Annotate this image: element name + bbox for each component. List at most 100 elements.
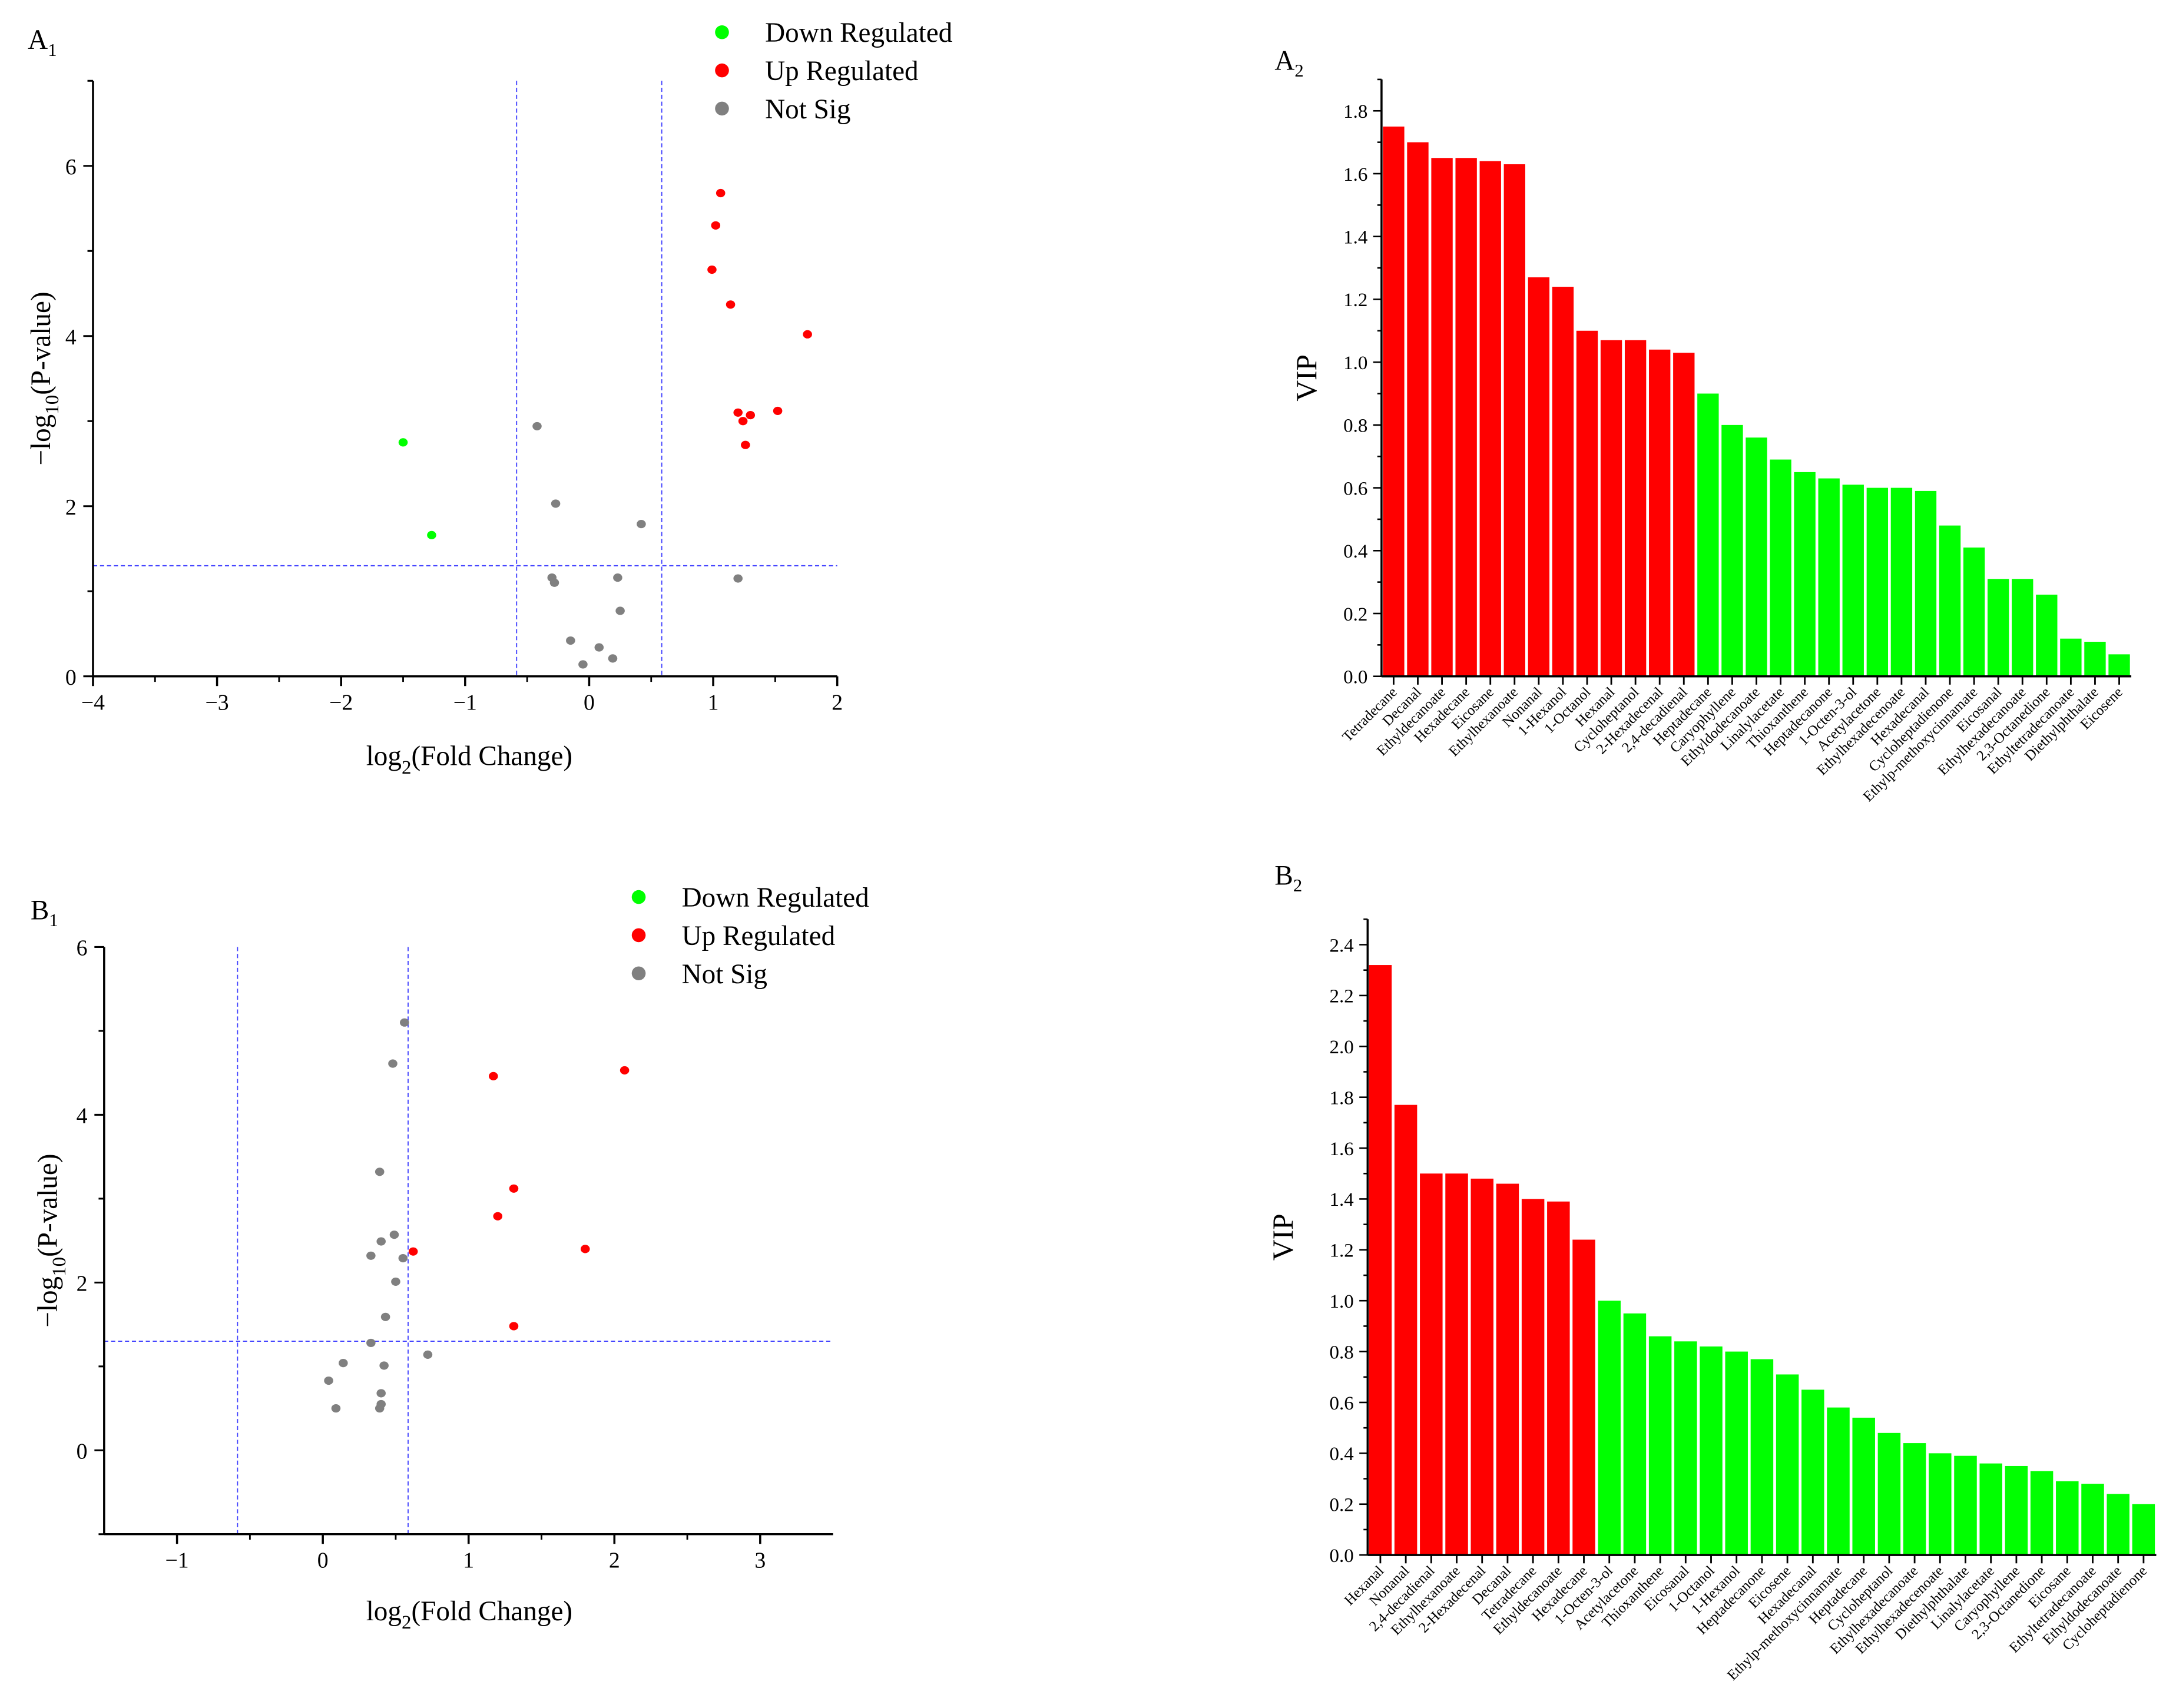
- bar: [2081, 1484, 2104, 1556]
- bar: [1801, 1389, 1824, 1556]
- panel-subscript: 2: [1293, 875, 1302, 896]
- y-tick-label: 0.0: [1343, 667, 1367, 688]
- panel-letter: B: [1274, 860, 1293, 891]
- x-tick-label: −4: [81, 690, 105, 715]
- x-axis-label-pre: log: [366, 741, 402, 772]
- panel-label-text: A2: [1274, 45, 1303, 81]
- data-point-notsig: [324, 1376, 333, 1385]
- bar: [1521, 1199, 1545, 1556]
- x-axis-label-sub: 2: [402, 757, 412, 778]
- y-tick-label: 1.0: [1330, 1291, 1354, 1312]
- y-tick-label: 2.0: [1330, 1037, 1354, 1058]
- y-tick-label: 1.0: [1343, 353, 1367, 374]
- bar: [1721, 424, 1743, 676]
- legend: Down Regulated Up Regulated Not Sig: [631, 883, 869, 990]
- x-tick-label: 2: [832, 690, 843, 715]
- y-tick-label: 1.2: [1330, 1241, 1354, 1262]
- data-point-notsig: [613, 573, 622, 582]
- data-point-notsig: [375, 1404, 385, 1413]
- y-axis-label-sub: 10: [49, 1257, 70, 1276]
- bar: [1842, 485, 1864, 676]
- data-point-up: [738, 417, 748, 426]
- panel-label-text: B2: [1274, 860, 1302, 896]
- data-point-up: [493, 1212, 503, 1221]
- bar: [1407, 142, 1429, 676]
- x-tick-label: 0: [317, 1548, 329, 1573]
- bar: [2084, 642, 2106, 676]
- y-tick-label: 2: [65, 495, 77, 520]
- bar: [1600, 340, 1622, 676]
- data-point-notsig: [380, 1312, 390, 1321]
- data-point-notsig: [366, 1251, 376, 1260]
- x-tick-label: 3: [754, 1548, 766, 1573]
- y-tick-label: 0.6: [1330, 1393, 1354, 1414]
- y-axis-label: −log10(P-value): [26, 291, 63, 465]
- y-tick-label: 2.4: [1330, 935, 1354, 956]
- bar: [1471, 1178, 1493, 1556]
- y-tick-label: 1.6: [1343, 164, 1367, 185]
- bar: [1818, 478, 1840, 676]
- y-tick-label: 0.4: [1330, 1444, 1354, 1465]
- bar: [1431, 158, 1453, 676]
- legend-marker-up: [715, 63, 729, 78]
- y-axis-label: VIP: [1267, 1213, 1299, 1261]
- legend-marker-down: [631, 890, 646, 904]
- data-point-notsig: [391, 1277, 400, 1286]
- y-tick-label: 0.0: [1330, 1546, 1354, 1567]
- legend-marker-notsig: [715, 101, 729, 116]
- legend-marker-down: [715, 25, 729, 39]
- x-axis-label-post: (Fold Change): [411, 1596, 572, 1627]
- panel-label: A1: [28, 25, 57, 60]
- legend-label: Not Sig: [765, 94, 850, 125]
- y-tick-label: 1.4: [1330, 1189, 1354, 1210]
- panel-label: B2: [1274, 860, 1302, 896]
- bar: [1496, 1183, 1519, 1556]
- data-point-notsig: [566, 636, 575, 645]
- data-point-notsig: [366, 1338, 376, 1348]
- legend-label: Down Regulated: [765, 18, 952, 48]
- bar: [1552, 287, 1574, 676]
- y-axis-label: VIP: [1290, 354, 1323, 402]
- bar: [1624, 340, 1647, 676]
- x-tick-label: −1: [453, 690, 477, 715]
- legend-marker-notsig: [631, 966, 646, 981]
- x-tick-label: 1: [463, 1548, 474, 1573]
- data-point-down: [427, 530, 436, 539]
- bar: [1750, 1359, 1774, 1556]
- y-axis-label-post: (P-value): [33, 1154, 64, 1257]
- x-tick-label: 1: [708, 690, 719, 715]
- data-point-notsig: [615, 606, 625, 615]
- data-point-up: [509, 1184, 519, 1193]
- bar: [1369, 965, 1392, 1556]
- data-point-notsig: [376, 1237, 386, 1246]
- y-tick-label: 0.6: [1343, 478, 1367, 499]
- y-tick-label: 1.2: [1343, 290, 1367, 311]
- bar: [1572, 1239, 1595, 1556]
- data-point-up: [408, 1247, 418, 1256]
- bar: [1445, 1173, 1468, 1556]
- data-point-notsig: [594, 643, 604, 652]
- data-point-notsig: [389, 1231, 399, 1239]
- y-axis-label-sub: 10: [42, 395, 63, 414]
- y-axis-label-pre: −log: [26, 414, 57, 466]
- vip-bar-chart-A2: TetradecaneDecanalEthyldecanoateHexadeca…: [1290, 78, 2132, 805]
- bar: [1394, 1105, 1417, 1556]
- y-tick-label: 0.8: [1343, 416, 1367, 437]
- data-point-up: [489, 1072, 498, 1080]
- bar: [1776, 1374, 1799, 1556]
- bar: [1915, 490, 1937, 676]
- bar: [2056, 1481, 2079, 1556]
- bar: [1697, 393, 1719, 676]
- x-axis-label: log2(Fold Change): [366, 741, 572, 778]
- bar: [1674, 1341, 1697, 1556]
- bar: [1649, 349, 1671, 676]
- data-point-notsig: [733, 574, 743, 583]
- y-tick-label: 1.8: [1343, 101, 1367, 122]
- data-point-up: [803, 330, 812, 339]
- data-point-up: [711, 221, 721, 230]
- bar: [1877, 1432, 1901, 1556]
- x-axis-label-pre: log: [366, 1596, 402, 1627]
